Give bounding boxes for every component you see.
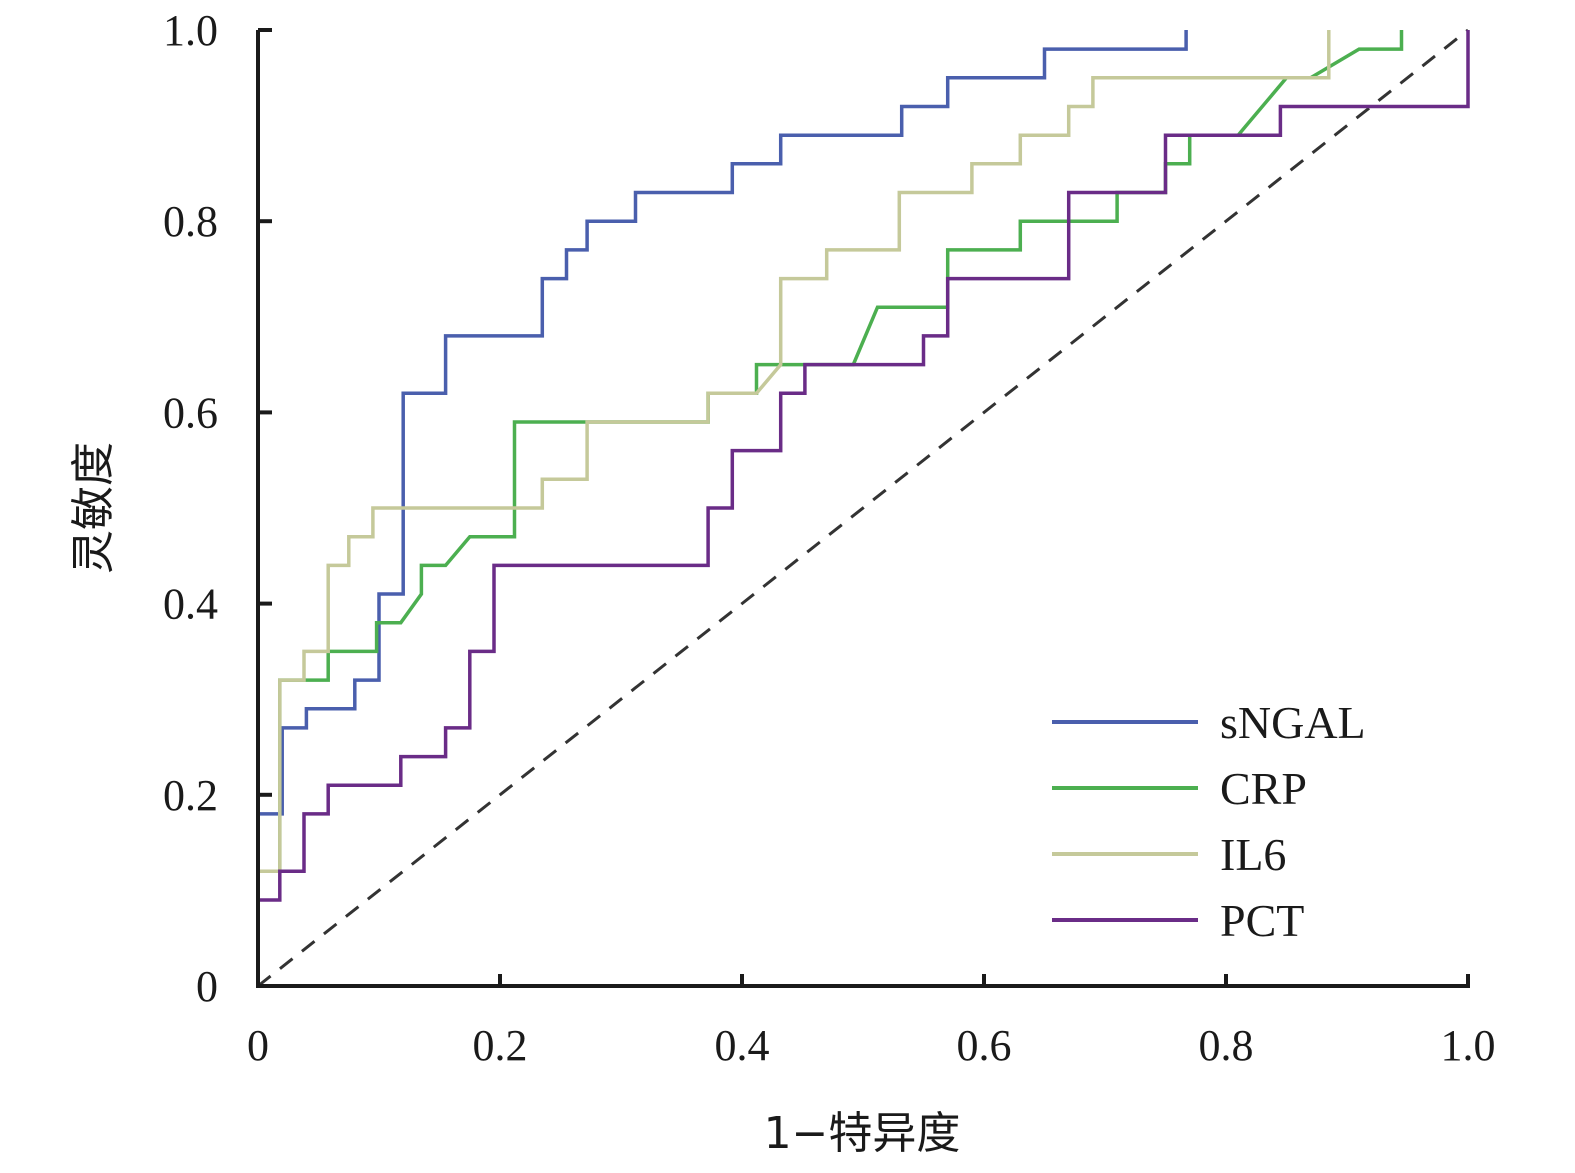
x-tick-label: 1.0 xyxy=(1441,1021,1496,1070)
y-tick-label: 1.0 xyxy=(163,6,218,55)
axes-layer xyxy=(256,30,1470,988)
y-tick-label: 0 xyxy=(196,962,218,1011)
reference-diagonal xyxy=(257,28,1469,988)
legend-label-il6: IL6 xyxy=(1220,829,1286,880)
y-tick-label: 0.6 xyxy=(163,388,218,437)
x-tick-label: 0 xyxy=(247,1021,269,1070)
legend-label-crp: CRP xyxy=(1220,763,1307,814)
series-layer xyxy=(258,30,1470,902)
legend-label-sngal: sNGAL xyxy=(1220,697,1366,748)
series-line-sngal xyxy=(258,30,1188,816)
x-tick-label: 0.6 xyxy=(957,1021,1012,1070)
series-line-il6 xyxy=(258,30,1331,874)
x-tick-label: 0.8 xyxy=(1199,1021,1254,1070)
series-line-pct xyxy=(258,30,1470,902)
reference-layer xyxy=(257,28,1469,988)
y-tick-label: 0.4 xyxy=(163,580,218,629)
y-tick-label: 0.8 xyxy=(163,197,218,246)
y-axis-title: 灵敏度 xyxy=(68,442,119,574)
y-tick-label: 0.2 xyxy=(163,771,218,820)
x-tick-label: 0.2 xyxy=(473,1021,528,1070)
legend-label-pct: PCT xyxy=(1220,895,1304,946)
ticks-layer: 0 0.2 0.4 0.6 0.8 1.0 0 0.2 0.4 0.6 0.8 1.0 xyxy=(163,6,1496,1070)
x-axis-title: 1−特异度 xyxy=(764,1108,961,1159)
legend: sNGAL CRP IL6 PCT xyxy=(1052,697,1366,946)
x-tick-label: 0.4 xyxy=(715,1021,770,1070)
